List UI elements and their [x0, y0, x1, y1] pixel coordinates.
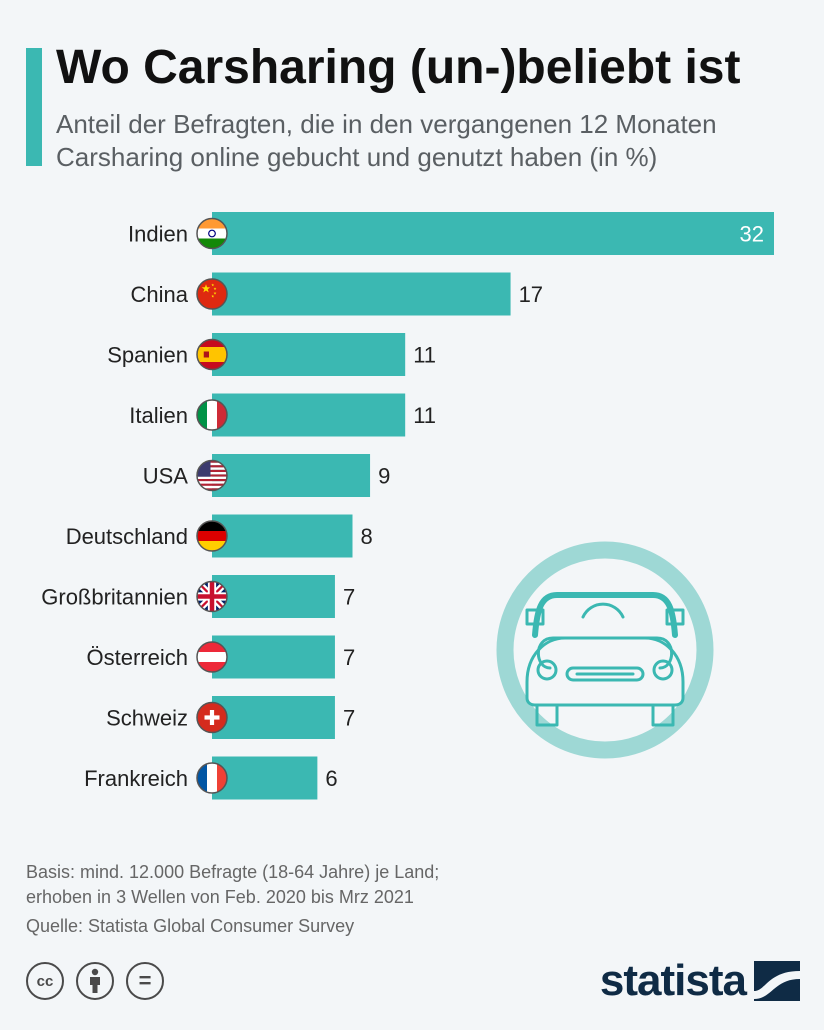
category-label: Großbritannien [41, 585, 188, 610]
india-flag-icon [196, 217, 228, 250]
category-label: Frankreich [84, 766, 188, 791]
bar-10[interactable] [212, 756, 318, 800]
bar-chart: Indien 32 China 17 Spanien 11 Italien 11 USA 9 Deu… [41, 212, 774, 800]
value-label: 17 [519, 282, 543, 307]
value-label: 11 [413, 343, 436, 368]
category-label: Italien [129, 403, 188, 428]
category-label: Schweiz [106, 706, 188, 731]
car-illustration [496, 541, 714, 759]
usa-flag-icon [196, 459, 228, 492]
basis-line-2: erhoben in 3 Wellen von Feb. 2020 bis Mr… [26, 887, 414, 907]
bar-9[interactable] [212, 696, 335, 739]
value-label: 6 [325, 766, 337, 791]
value-label: 32 [740, 222, 764, 247]
china-flag-icon [196, 278, 228, 310]
logo-text: statista [599, 956, 747, 1005]
chart-subtitle: Anteil der Befragten, die in den vergang… [56, 109, 717, 172]
bar-3[interactable] [212, 333, 406, 376]
category-label: Spanien [107, 343, 188, 368]
spain-flag-icon [196, 338, 228, 371]
basis-note: Basis: mind. 12.000 Befragte (18-64 Jahr… [26, 860, 586, 910]
attribution-icon[interactable] [76, 962, 114, 1000]
no-derivatives-icon[interactable]: = [126, 962, 164, 1000]
italy-flag-icon [196, 399, 228, 431]
license-icons: cc = [26, 962, 164, 1004]
austria-flag-icon [196, 641, 228, 673]
bar-4[interactable] [212, 393, 406, 437]
value-label: 9 [378, 464, 390, 489]
bar-2[interactable] [212, 272, 511, 316]
category-label: China [131, 282, 189, 307]
value-label: 7 [343, 585, 355, 610]
category-label: USA [143, 464, 189, 489]
basis-line-1: Basis: mind. 12.000 Befragte (18-64 Jahr… [26, 862, 440, 882]
switzerland-flag-icon [196, 701, 228, 734]
car-ring [496, 541, 714, 759]
logo-mark-icon [754, 961, 800, 1001]
uk-flag-icon [196, 580, 228, 613]
car-icon [525, 592, 685, 727]
germany-flag-icon [196, 520, 228, 552]
bar-5[interactable] [212, 454, 371, 497]
value-label: 8 [361, 524, 373, 549]
chart-title: Wo Carsharing (un-)beliebt ist [56, 41, 741, 94]
bar-6[interactable] [212, 514, 353, 558]
france-flag-icon [196, 762, 228, 794]
source-note: Quelle: Statista Global Consumer Survey [26, 916, 355, 936]
category-label: Österreich [87, 645, 188, 670]
cc-license-icon[interactable]: cc [26, 962, 64, 1000]
statista-logo[interactable]: statista [600, 956, 800, 1006]
category-label: Indien [128, 222, 188, 247]
bar-8[interactable] [212, 635, 335, 679]
value-label: 7 [343, 706, 355, 731]
category-label: Deutschland [66, 524, 188, 549]
value-label: 11 [413, 403, 436, 428]
accent-bar [26, 48, 42, 166]
value-label: 7 [343, 645, 355, 670]
bar-1[interactable] [212, 212, 774, 255]
person-icon [90, 968, 100, 993]
bar-7[interactable] [212, 575, 335, 618]
